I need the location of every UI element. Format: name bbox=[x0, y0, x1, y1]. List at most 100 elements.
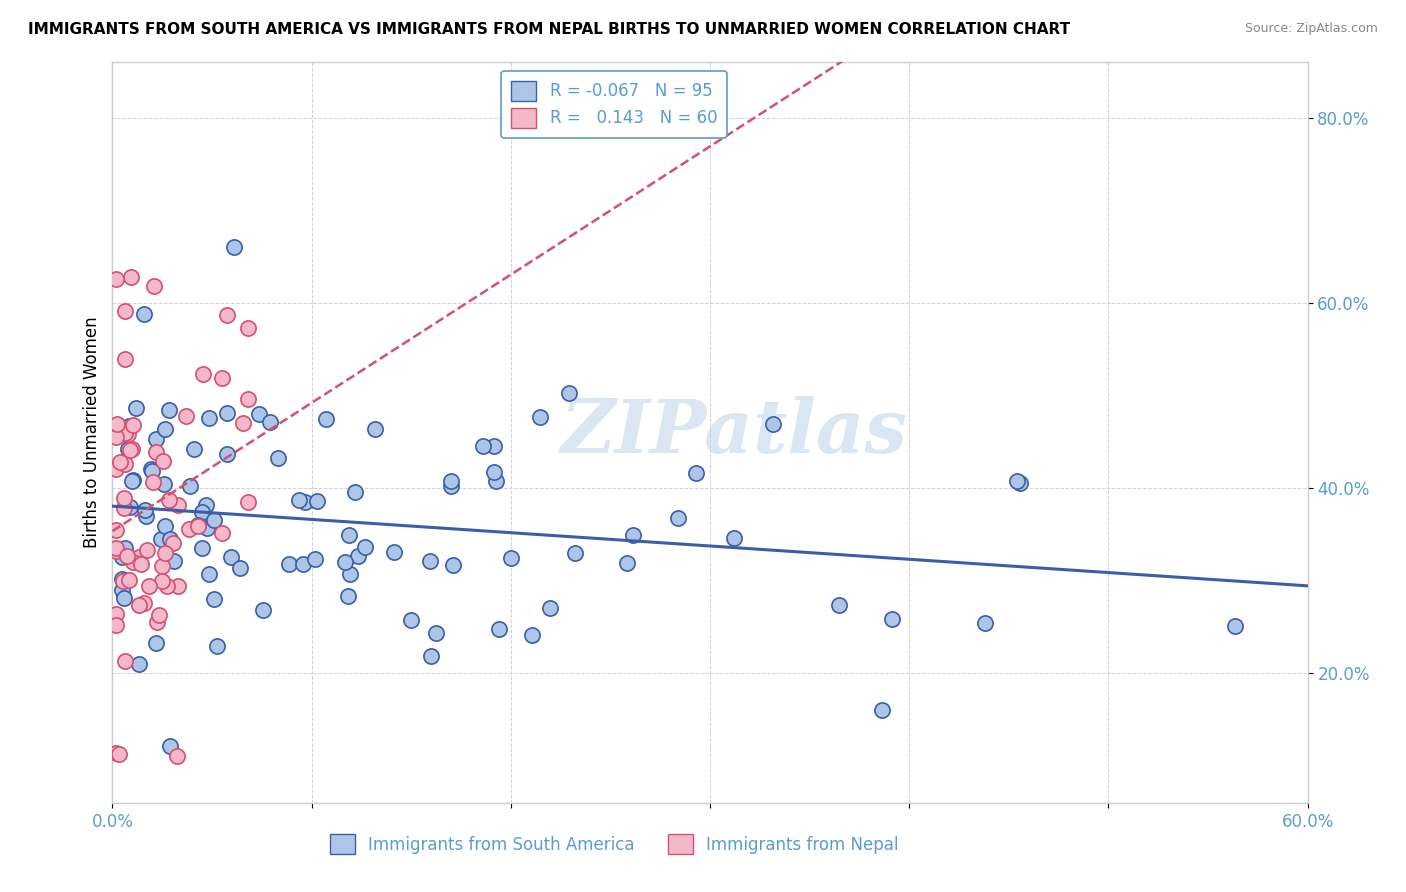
Point bbox=[1008, 476, 1031, 491]
Point bbox=[499, 550, 522, 565]
Point bbox=[128, 598, 150, 612]
Point bbox=[148, 607, 170, 622]
Legend: Immigrants from South America, Immigrants from Nepal: Immigrants from South America, Immigrant… bbox=[323, 828, 905, 861]
Point bbox=[167, 499, 190, 513]
Point bbox=[111, 582, 134, 597]
Point bbox=[187, 518, 209, 533]
Text: ZIPatlas: ZIPatlas bbox=[561, 396, 907, 469]
Point bbox=[157, 402, 180, 417]
Point bbox=[288, 492, 311, 507]
Y-axis label: Births to Unmarried Women: Births to Unmarried Women bbox=[83, 317, 101, 549]
Point bbox=[136, 542, 159, 557]
Point bbox=[135, 509, 157, 524]
Point bbox=[339, 567, 361, 582]
Point bbox=[141, 462, 163, 476]
Point bbox=[163, 554, 186, 568]
Point bbox=[179, 479, 201, 493]
Point bbox=[202, 591, 225, 606]
Point bbox=[236, 495, 259, 509]
Point bbox=[117, 426, 139, 441]
Point bbox=[247, 407, 270, 421]
Point bbox=[198, 567, 221, 582]
Point bbox=[132, 596, 155, 610]
Point bbox=[215, 308, 238, 322]
Point bbox=[471, 438, 494, 452]
Point bbox=[114, 457, 136, 471]
Point bbox=[121, 473, 143, 487]
Point bbox=[134, 503, 156, 517]
Point bbox=[484, 439, 506, 453]
Point bbox=[229, 561, 252, 575]
Point bbox=[252, 603, 274, 617]
Point bbox=[105, 462, 128, 476]
Point bbox=[152, 574, 174, 588]
Point bbox=[1223, 619, 1246, 633]
Point bbox=[122, 555, 145, 569]
Point bbox=[202, 513, 225, 527]
Point bbox=[138, 579, 160, 593]
Point bbox=[872, 703, 894, 717]
Point bbox=[419, 554, 441, 568]
Point bbox=[267, 450, 290, 465]
Point bbox=[129, 558, 152, 572]
Point bbox=[146, 615, 169, 629]
Point bbox=[187, 519, 209, 533]
Point bbox=[105, 746, 128, 760]
Point bbox=[155, 519, 177, 533]
Point bbox=[153, 546, 176, 560]
Point bbox=[114, 541, 136, 556]
Point bbox=[153, 422, 176, 436]
Point bbox=[315, 412, 337, 426]
Point bbox=[105, 607, 128, 621]
Point bbox=[333, 555, 356, 569]
Point bbox=[198, 411, 221, 425]
Point bbox=[685, 467, 707, 481]
Point bbox=[162, 535, 184, 549]
Point bbox=[145, 444, 167, 458]
Point bbox=[278, 558, 301, 572]
Point bbox=[195, 498, 218, 512]
Point bbox=[762, 417, 785, 432]
Point bbox=[440, 474, 463, 488]
Point bbox=[236, 321, 259, 335]
Point bbox=[195, 521, 218, 535]
Point bbox=[141, 464, 163, 478]
Text: IMMIGRANTS FROM SOUTH AMERICA VS IMMIGRANTS FROM NEPAL BIRTHS TO UNMARRIED WOMEN: IMMIGRANTS FROM SOUTH AMERICA VS IMMIGRA… bbox=[28, 22, 1070, 37]
Point bbox=[152, 454, 174, 468]
Point bbox=[443, 558, 465, 573]
Point bbox=[108, 455, 131, 469]
Point bbox=[558, 385, 581, 400]
Point bbox=[439, 479, 461, 493]
Point bbox=[177, 522, 200, 536]
Point bbox=[125, 401, 148, 415]
Point bbox=[145, 636, 167, 650]
Point bbox=[174, 409, 197, 423]
Point bbox=[399, 613, 422, 627]
Point bbox=[114, 425, 136, 440]
Point bbox=[118, 573, 141, 587]
Point bbox=[118, 418, 141, 433]
Point bbox=[364, 422, 387, 436]
Point bbox=[211, 371, 233, 385]
Point bbox=[157, 493, 180, 508]
Point bbox=[337, 589, 360, 603]
Point bbox=[211, 526, 233, 541]
Point bbox=[420, 648, 443, 663]
Point bbox=[190, 505, 212, 519]
Point bbox=[149, 532, 172, 546]
Point bbox=[232, 417, 254, 431]
Point bbox=[529, 410, 551, 425]
Point bbox=[666, 511, 689, 525]
Point bbox=[153, 476, 176, 491]
Text: Source: ZipAtlas.com: Source: ZipAtlas.com bbox=[1244, 22, 1378, 36]
Point bbox=[114, 351, 136, 366]
Point bbox=[482, 465, 505, 479]
Point bbox=[183, 442, 205, 457]
Point bbox=[974, 615, 997, 630]
Point bbox=[304, 552, 326, 566]
Point bbox=[488, 622, 510, 636]
Point bbox=[111, 549, 134, 564]
Point bbox=[114, 591, 136, 605]
Point bbox=[291, 557, 314, 571]
Point bbox=[205, 639, 228, 653]
